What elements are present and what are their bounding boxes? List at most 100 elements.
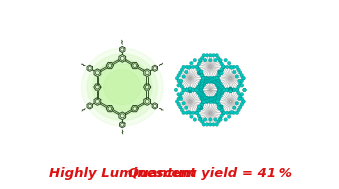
Circle shape — [200, 97, 203, 101]
Circle shape — [199, 84, 203, 87]
Circle shape — [180, 108, 184, 112]
Circle shape — [221, 91, 224, 95]
Circle shape — [211, 97, 214, 101]
Circle shape — [192, 88, 195, 91]
Circle shape — [229, 88, 232, 91]
Circle shape — [237, 68, 240, 71]
Circle shape — [200, 73, 204, 77]
Circle shape — [175, 77, 179, 80]
Circle shape — [201, 91, 204, 94]
Circle shape — [206, 99, 210, 102]
Circle shape — [212, 80, 215, 83]
Circle shape — [195, 88, 198, 92]
Circle shape — [217, 103, 221, 106]
Circle shape — [219, 71, 222, 74]
Circle shape — [218, 84, 221, 87]
Circle shape — [214, 81, 218, 84]
Circle shape — [240, 97, 244, 101]
Circle shape — [229, 111, 232, 115]
Circle shape — [220, 105, 223, 108]
Circle shape — [199, 88, 203, 92]
Circle shape — [242, 77, 245, 80]
Circle shape — [216, 77, 219, 80]
Circle shape — [233, 70, 236, 74]
Circle shape — [198, 105, 201, 109]
Circle shape — [217, 86, 220, 89]
Circle shape — [209, 78, 213, 82]
Ellipse shape — [93, 59, 152, 115]
Circle shape — [220, 86, 223, 89]
Circle shape — [198, 105, 202, 109]
Circle shape — [201, 100, 205, 103]
Circle shape — [221, 111, 225, 115]
Circle shape — [220, 71, 223, 75]
Circle shape — [180, 68, 184, 71]
Circle shape — [240, 74, 244, 77]
Circle shape — [215, 83, 219, 87]
Circle shape — [201, 77, 205, 80]
Circle shape — [197, 114, 201, 118]
Circle shape — [208, 78, 212, 82]
Circle shape — [220, 109, 223, 112]
Ellipse shape — [98, 64, 146, 110]
Circle shape — [199, 106, 202, 109]
Circle shape — [199, 106, 203, 110]
Circle shape — [185, 88, 188, 91]
Circle shape — [219, 71, 223, 74]
Circle shape — [229, 89, 232, 93]
Text: Highly Luminescent: Highly Luminescent — [48, 167, 196, 180]
Circle shape — [201, 77, 205, 80]
Circle shape — [222, 88, 226, 92]
Circle shape — [199, 117, 202, 121]
Circle shape — [174, 88, 178, 92]
Circle shape — [209, 98, 213, 101]
Circle shape — [185, 111, 188, 115]
Circle shape — [217, 94, 220, 98]
Circle shape — [182, 75, 185, 78]
Circle shape — [220, 62, 223, 66]
Circle shape — [206, 77, 210, 81]
Circle shape — [199, 106, 202, 109]
Circle shape — [218, 70, 221, 74]
Circle shape — [203, 100, 207, 103]
Circle shape — [197, 90, 201, 94]
Circle shape — [197, 68, 201, 71]
Circle shape — [217, 91, 220, 94]
Circle shape — [243, 88, 246, 92]
Circle shape — [222, 88, 226, 91]
Circle shape — [196, 68, 200, 71]
Circle shape — [219, 85, 222, 88]
Circle shape — [240, 79, 244, 83]
Circle shape — [200, 70, 203, 74]
Circle shape — [188, 88, 192, 92]
Circle shape — [217, 91, 221, 94]
Circle shape — [182, 65, 185, 69]
Circle shape — [200, 81, 204, 84]
Circle shape — [184, 70, 188, 74]
Circle shape — [200, 103, 203, 106]
Circle shape — [208, 96, 212, 100]
Circle shape — [177, 93, 180, 96]
Circle shape — [202, 83, 205, 87]
Circle shape — [203, 58, 207, 62]
Circle shape — [225, 88, 229, 92]
Circle shape — [207, 78, 211, 82]
Circle shape — [218, 106, 222, 109]
Circle shape — [229, 65, 232, 69]
Circle shape — [198, 105, 202, 109]
Circle shape — [229, 88, 232, 92]
Circle shape — [200, 106, 203, 110]
Circle shape — [211, 80, 215, 84]
Circle shape — [199, 88, 203, 92]
Circle shape — [197, 86, 201, 89]
Circle shape — [204, 96, 207, 100]
Circle shape — [208, 58, 212, 62]
Circle shape — [221, 65, 225, 68]
Circle shape — [208, 118, 212, 121]
Circle shape — [218, 88, 221, 92]
Circle shape — [235, 88, 239, 91]
Circle shape — [218, 88, 221, 92]
Circle shape — [200, 83, 204, 86]
Circle shape — [221, 87, 224, 90]
Circle shape — [188, 88, 192, 91]
